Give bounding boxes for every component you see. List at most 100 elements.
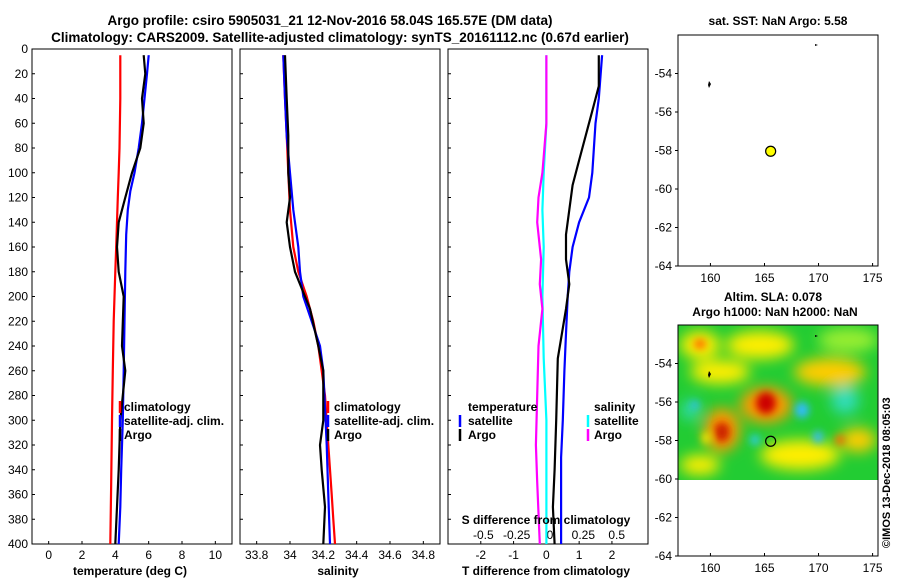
series-argo xyxy=(283,55,327,544)
sst-map-title: sat. SST: NaN Argo: 5.58 xyxy=(709,14,848,28)
sst-map-panel: sat. SST: NaN Argo: 5.58 -54 -56 -58 -60 -62… xyxy=(655,14,883,285)
salinity-xlabel: salinity xyxy=(317,564,359,578)
coastline-fragment xyxy=(708,81,711,88)
depth-tick-label: 280 xyxy=(8,389,28,403)
legend-temperature: temperature xyxy=(468,400,538,414)
depth-tick-label: 60 xyxy=(15,116,29,130)
x-tick-label: 34.6 xyxy=(378,548,402,562)
lat-tick-label: -62 xyxy=(655,511,673,525)
temperature-lines xyxy=(109,55,150,544)
lat-tick-label: -56 xyxy=(655,395,673,409)
lat-tick-label: -60 xyxy=(655,182,673,196)
x-tick-label: 34.2 xyxy=(312,548,336,562)
temperature-xlabel: temperature (deg C) xyxy=(73,564,187,578)
depth-tick-label: 320 xyxy=(8,438,28,452)
legend-argo: Argo xyxy=(124,428,152,442)
sst-map-marker xyxy=(765,145,777,157)
depth-axis: 0 20 40 60 80 100 120 140 160 180 200 220 240 260 280 3… xyxy=(8,42,451,551)
legend-s-argo: Argo xyxy=(594,428,622,442)
lon-tick-label: 175 xyxy=(863,271,883,285)
lat-tick-label: -64 xyxy=(655,549,673,563)
x-tick-label: 8 xyxy=(179,548,186,562)
sla-map-marker xyxy=(765,435,777,447)
series-t-argo xyxy=(551,55,600,544)
sla-map-title-1: Altim. SLA: 0.078 xyxy=(724,290,822,304)
series-s-argo xyxy=(534,55,548,544)
depth-tick-label: 40 xyxy=(15,92,29,106)
series-t-satellite xyxy=(559,55,604,544)
s-difference-axis: -0.5 -0.25 0 0.25 0.5 xyxy=(473,528,625,542)
depth-tick-label: 400 xyxy=(8,537,28,551)
depth-tick-label: 340 xyxy=(8,463,28,477)
lat-tick-label: -54 xyxy=(655,67,673,81)
depth-tick-label: 20 xyxy=(15,67,29,81)
legend-t-satellite: satellite xyxy=(468,414,513,428)
salinity-frame xyxy=(239,48,441,545)
legend-climatology: climatology xyxy=(124,400,191,414)
x-tick-label: 6 xyxy=(145,548,152,562)
sla-map-axes: -54 -56 -58 -60 -62 -64 160 165 170 175 xyxy=(655,357,883,576)
coastline-fragment xyxy=(815,335,818,337)
t-difference-xlabel: T difference from climatology xyxy=(462,564,630,578)
argo-location-marker xyxy=(765,435,777,447)
lat-tick-label: -56 xyxy=(655,105,673,119)
coastline-fragment xyxy=(815,44,818,46)
lat-tick-label: -54 xyxy=(655,357,673,371)
x-tick-label: 1 xyxy=(576,548,583,562)
temperature-frame xyxy=(31,48,233,545)
title-line-2: Climatology: CARS2009. Satellite-adjuste… xyxy=(51,30,629,45)
legend-satellite-adj: satellite-adj. clim. xyxy=(124,414,224,428)
depth-tick-label: 240 xyxy=(8,339,28,353)
s-tick-label: -0.25 xyxy=(503,528,531,542)
series-climatology xyxy=(109,55,122,544)
legend-climatology: climatology xyxy=(334,400,401,414)
sla-map-title-2: Argo h1000: NaN h2000: NaN xyxy=(692,305,857,319)
x-tick-label: 2 xyxy=(79,548,86,562)
sla-anomaly-cores xyxy=(691,339,845,445)
argo-location-marker xyxy=(765,145,777,157)
temperature-legend: climatology satellite-adj. clim. Argo xyxy=(118,400,224,442)
lon-tick-label: 160 xyxy=(700,561,720,575)
lat-tick-label: -64 xyxy=(655,259,673,273)
salinity-x-axis: 33.8 34 34.2 34.4 34.6 34.8 xyxy=(245,541,435,562)
legend-satellite-adj: satellite-adj. clim. xyxy=(334,414,434,428)
lat-tick-label: -58 xyxy=(655,144,673,158)
difference-frame xyxy=(447,48,649,545)
depth-tick-label: 80 xyxy=(15,141,29,155)
legend-s-satellite: satellite xyxy=(594,414,639,428)
x-tick-label: 34.4 xyxy=(345,548,369,562)
salinity-panel: 33.8 34 34.2 34.4 34.6 34.8 salinity climatol… xyxy=(239,48,441,578)
difference-panel: -2 -1 0 1 2 -0.5 -0.25 0 0.25 0.5 S difference f… xyxy=(447,48,649,578)
depth-tick-label: 140 xyxy=(8,215,28,229)
depth-tick-label: 220 xyxy=(8,314,28,328)
x-tick-label: -1 xyxy=(508,548,519,562)
depth-tick-label: 160 xyxy=(8,240,28,254)
lat-tick-label: -60 xyxy=(655,472,673,486)
lon-tick-label: 170 xyxy=(809,271,829,285)
s-tick-label: 0.5 xyxy=(608,528,625,542)
depth-tick-label: 380 xyxy=(8,512,28,526)
depth-tick-label: 360 xyxy=(8,488,28,502)
lon-tick-label: 160 xyxy=(700,271,720,285)
x-tick-label: 4 xyxy=(112,548,119,562)
title-line-1: Argo profile: csiro 5905031_21 12-Nov-20… xyxy=(108,13,553,28)
s-difference-label: S difference from climatology xyxy=(462,513,631,527)
s-tick-label: -0.5 xyxy=(473,528,494,542)
lat-tick-label: -58 xyxy=(655,434,673,448)
x-tick-label: 34.8 xyxy=(412,548,436,562)
lon-tick-label: 170 xyxy=(809,561,829,575)
difference-legend: temperature satellite Argo salinity sate… xyxy=(458,400,639,442)
temperature-panel: 0204060801001201401601802002202402602803… xyxy=(8,42,451,578)
depth-tick-label: 100 xyxy=(8,166,28,180)
depth-tick-label: 200 xyxy=(8,290,28,304)
coastline-fragment xyxy=(708,371,711,378)
x-tick-label: 0 xyxy=(45,548,52,562)
x-tick-label: -2 xyxy=(475,548,486,562)
sla-map-panel: Altim. SLA: 0.078 Argo h1000: NaN h2000:… xyxy=(655,290,883,575)
legend-argo: Argo xyxy=(334,428,362,442)
depth-tick-label: 120 xyxy=(8,191,28,205)
x-tick-label: 0 xyxy=(543,548,550,562)
depth-tick-label: 0 xyxy=(21,42,28,56)
sla-heatmap xyxy=(678,325,878,480)
